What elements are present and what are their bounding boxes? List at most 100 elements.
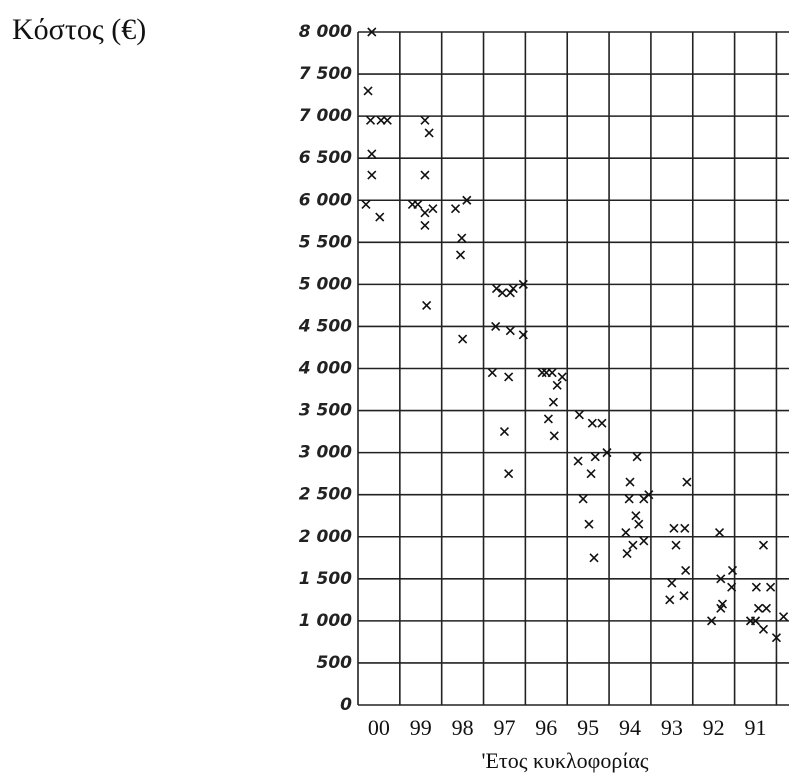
point <box>549 431 559 441</box>
point <box>504 372 514 382</box>
point <box>420 115 430 125</box>
point <box>621 527 631 538</box>
point <box>628 540 638 550</box>
point <box>681 565 691 575</box>
point <box>602 448 612 458</box>
y-tick-label: 0 <box>340 695 352 715</box>
point <box>487 368 497 378</box>
y-tick-label: 1 500 <box>299 569 352 589</box>
point <box>367 149 377 159</box>
x-tick-label: 96 <box>535 715 557 740</box>
point <box>727 565 738 575</box>
point <box>589 553 599 563</box>
point <box>557 372 567 382</box>
point <box>424 128 434 138</box>
point <box>771 633 782 643</box>
y-tick-label: 7 000 <box>299 106 352 126</box>
point <box>625 477 635 487</box>
point <box>716 574 726 584</box>
point <box>766 582 776 592</box>
point <box>750 616 761 626</box>
point <box>631 511 641 521</box>
point <box>574 410 584 420</box>
y-tick-label: 7 500 <box>299 64 352 84</box>
point <box>375 212 385 222</box>
x-tick-label: 91 <box>745 715 767 740</box>
point <box>543 414 553 424</box>
point <box>505 326 515 336</box>
point <box>367 170 377 180</box>
point <box>462 195 472 205</box>
x-tick-label: 97 <box>493 715 515 740</box>
point <box>727 582 737 592</box>
point <box>491 284 502 294</box>
point <box>420 208 430 218</box>
point <box>714 527 725 538</box>
point <box>518 330 528 340</box>
point <box>578 494 588 504</box>
point <box>497 288 507 298</box>
point <box>622 549 632 559</box>
x-tick-label: 98 <box>452 715 474 740</box>
point <box>537 368 547 378</box>
y-tick-label: 500 <box>317 653 353 673</box>
y-tick-label: 2 000 <box>299 527 352 547</box>
point <box>667 578 677 588</box>
point <box>547 368 557 378</box>
x-tick-label: 93 <box>661 715 683 740</box>
point <box>365 115 376 125</box>
point <box>508 284 518 294</box>
point <box>716 603 726 613</box>
point <box>707 616 717 626</box>
point <box>758 540 769 550</box>
point <box>499 427 510 437</box>
point <box>518 279 528 289</box>
y-tick-label: 4 500 <box>298 316 352 336</box>
point <box>457 233 467 243</box>
y-tick-label: 3 000 <box>299 443 352 463</box>
point <box>413 199 423 210</box>
point <box>552 380 562 390</box>
point <box>669 523 679 533</box>
point <box>420 220 430 231</box>
point <box>758 624 769 634</box>
point <box>761 603 771 613</box>
point <box>505 288 515 298</box>
point <box>367 27 377 37</box>
point <box>504 469 514 479</box>
y-tick-label: 4 000 <box>298 359 352 379</box>
x-tick-label: 99 <box>410 715 432 740</box>
point <box>450 204 461 214</box>
point <box>584 519 594 529</box>
x-tick-label: 00 <box>368 715 390 740</box>
point <box>679 591 689 601</box>
point <box>632 452 642 462</box>
y-tick-label: 5 500 <box>299 232 352 252</box>
y-tick-label: 6 500 <box>299 148 352 168</box>
point <box>778 612 789 622</box>
y-tick-label: 6 000 <box>299 190 352 210</box>
point <box>361 199 371 210</box>
point <box>458 334 468 344</box>
point <box>753 603 764 613</box>
point <box>639 536 649 546</box>
point <box>363 86 373 96</box>
point <box>751 582 761 592</box>
y-tick-label: 8 000 <box>299 22 352 42</box>
point <box>420 170 430 180</box>
point <box>590 452 600 462</box>
y-tick-label: 5 000 <box>299 274 352 294</box>
point <box>422 300 432 310</box>
x-tick-label: 95 <box>577 715 599 740</box>
y-tick-label: 2 500 <box>299 485 352 505</box>
x-tick-label: 94 <box>619 715 641 740</box>
y-tick-label: 3 500 <box>299 401 352 421</box>
point <box>597 418 607 428</box>
point <box>587 418 597 428</box>
x-axis-title: 'Ετος κυκλοφορίας <box>481 748 648 773</box>
point <box>548 397 558 407</box>
point <box>682 477 692 487</box>
y-axis-title: Κόστος (€) <box>12 13 146 46</box>
point <box>491 321 501 332</box>
